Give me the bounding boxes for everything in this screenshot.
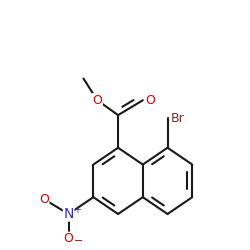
Text: −: − (74, 236, 83, 246)
Text: N: N (64, 207, 74, 221)
Text: O: O (145, 94, 155, 107)
Text: +: + (72, 205, 80, 215)
Text: O: O (64, 232, 74, 245)
Text: O: O (39, 193, 49, 206)
Text: Br: Br (170, 112, 184, 124)
Text: O: O (92, 94, 102, 107)
